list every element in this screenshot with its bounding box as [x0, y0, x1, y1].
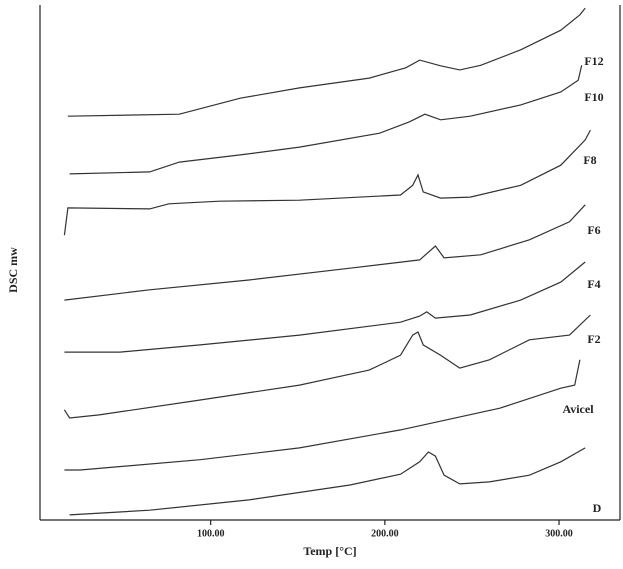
curve [63, 314, 591, 419]
series-label: F8 [583, 153, 596, 167]
curve [63, 129, 591, 236]
curve [64, 204, 586, 301]
series-label: Avicel [562, 402, 594, 416]
series-label: D [593, 501, 602, 515]
y-axis-label: DSC mw [6, 247, 20, 293]
curve [69, 65, 583, 175]
x-tick-label: 100.00 [197, 528, 225, 539]
series-label: F10 [584, 90, 603, 104]
curve [69, 447, 586, 516]
curve [67, 7, 586, 117]
x-tick-label: 300.00 [545, 528, 573, 539]
curve [64, 359, 581, 471]
x-tick-label: 200.00 [371, 528, 399, 539]
series-label: F2 [587, 332, 600, 346]
series-label: F4 [587, 277, 600, 291]
x-axis-label: Temp [°C] [303, 544, 356, 558]
series-label: F6 [587, 223, 600, 237]
series-label: F12 [584, 54, 603, 68]
curve [64, 261, 586, 353]
